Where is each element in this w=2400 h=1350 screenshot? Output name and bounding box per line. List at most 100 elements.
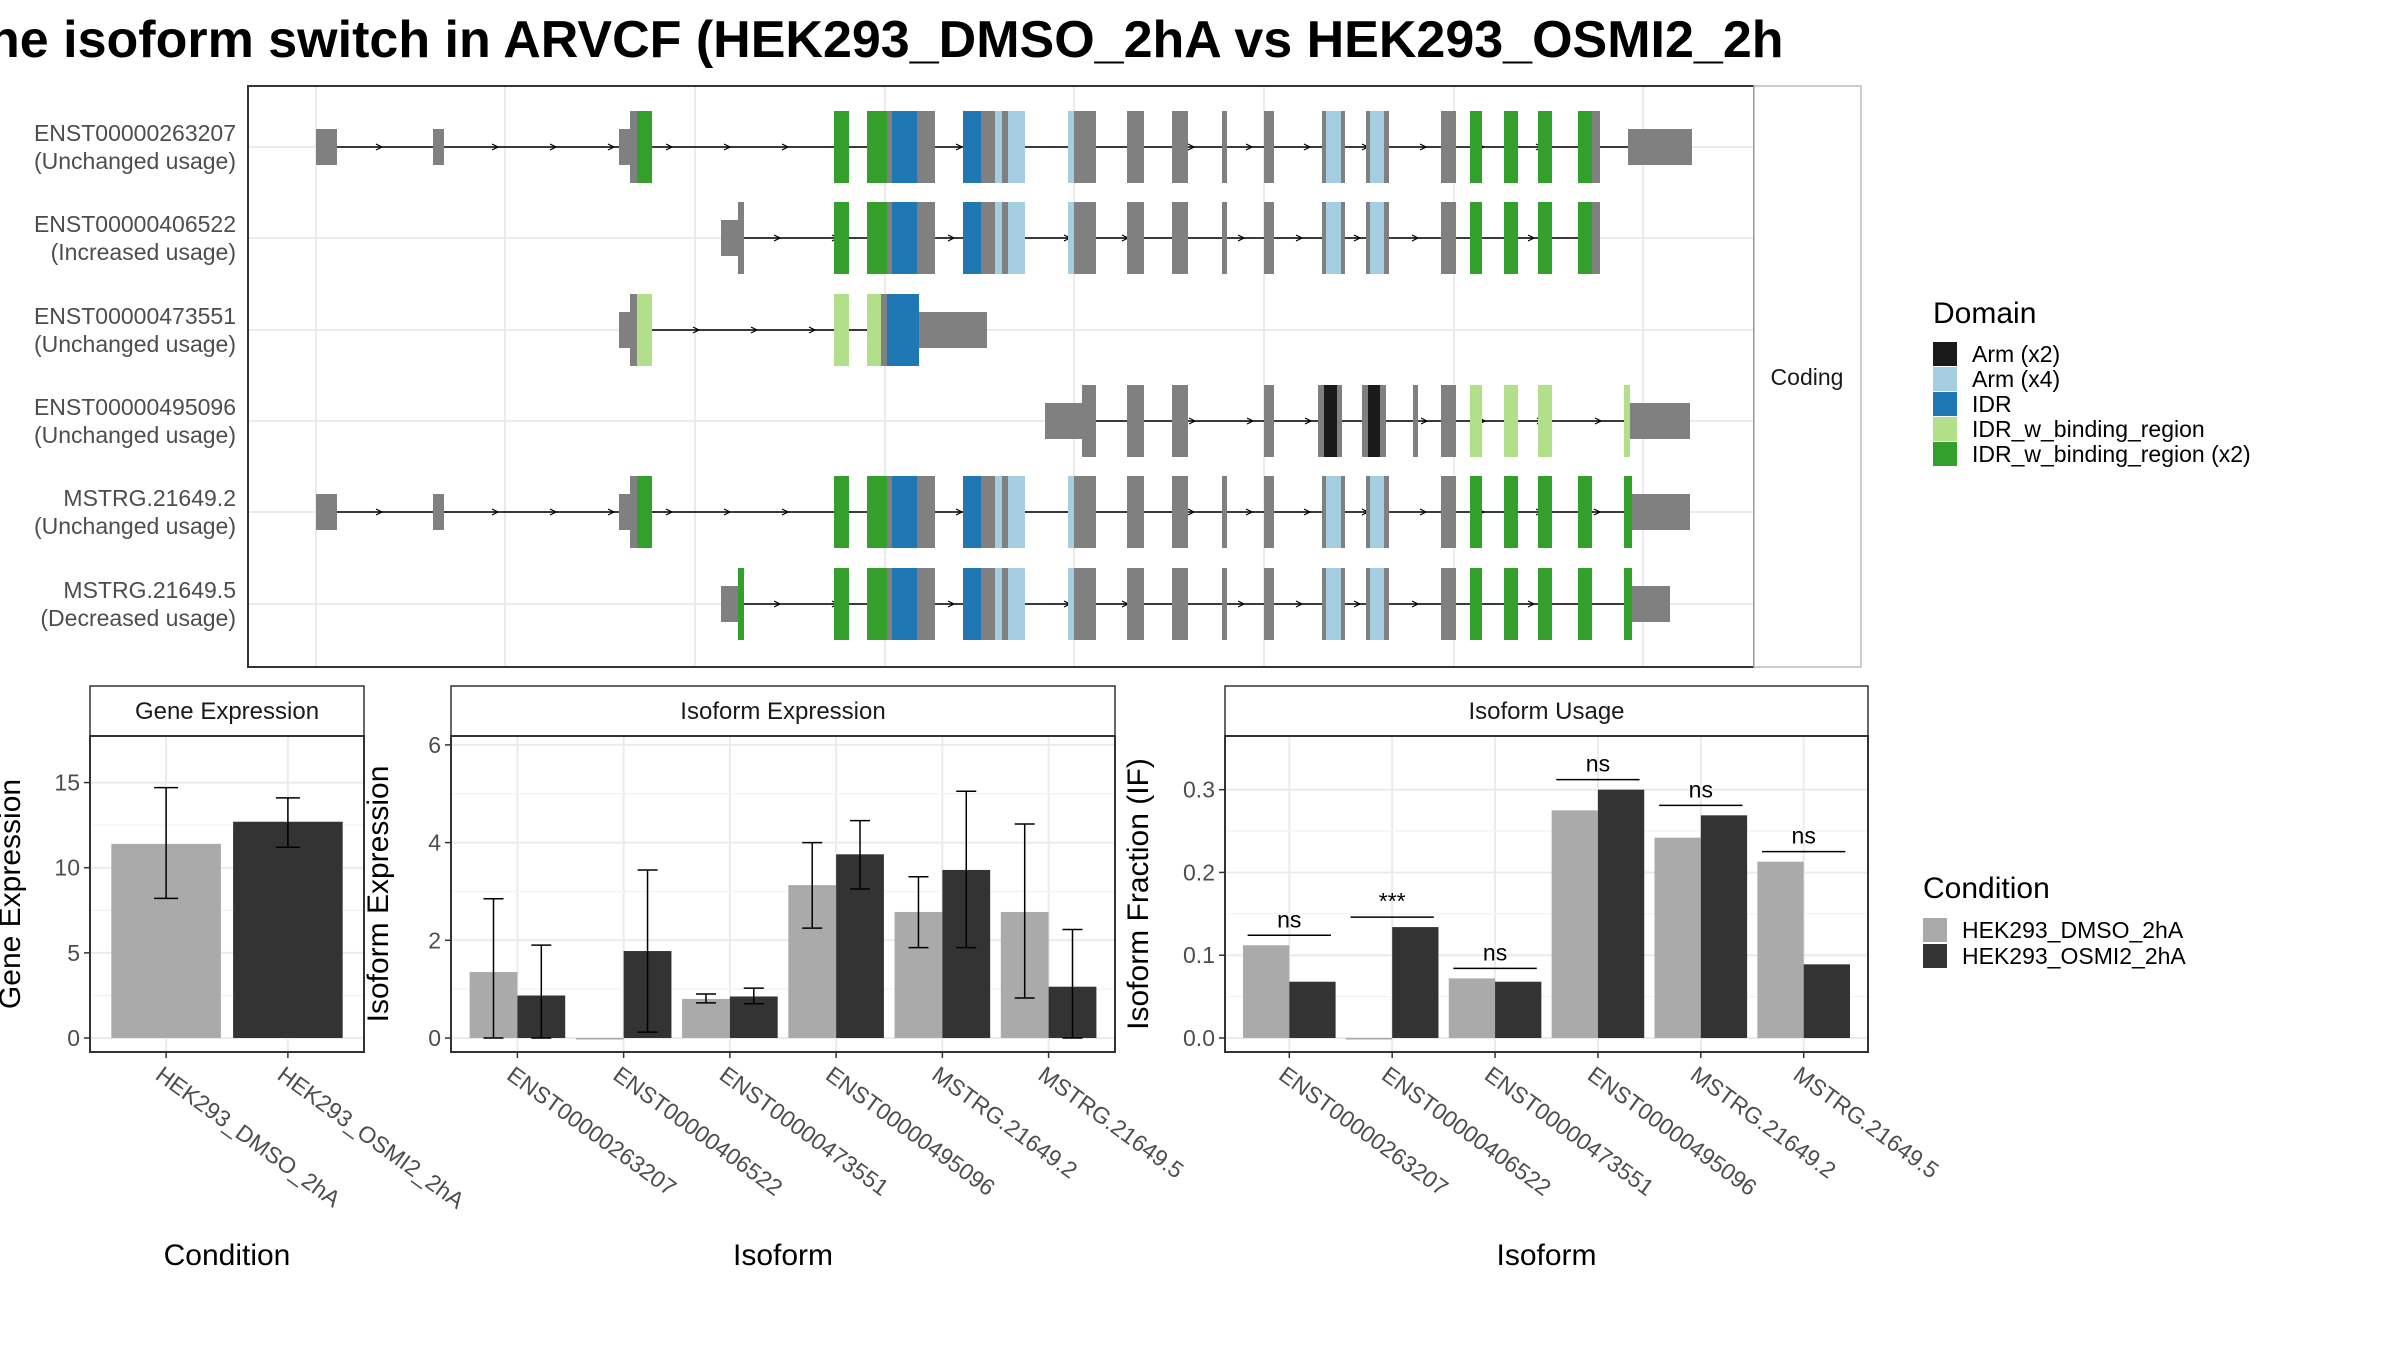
domain-legend-title: Domain [1933, 297, 2036, 330]
exon [1008, 568, 1025, 640]
exon [892, 568, 921, 640]
domain-legend-label: Arm (x2) [1972, 341, 2060, 367]
significance-label: ns [1483, 939, 1507, 965]
y-tick-label: 0 [428, 1025, 441, 1051]
plot-border [450, 735, 1116, 1053]
exon [721, 586, 738, 622]
exon [995, 111, 1002, 183]
direction-arrow [607, 143, 616, 151]
exon [1538, 568, 1552, 640]
direction-arrow [1420, 417, 1429, 425]
facet-strip-title: Isoform Usage [1468, 698, 1624, 725]
direction-arrow [1187, 508, 1196, 516]
direction-arrow [808, 326, 817, 334]
exon [1366, 111, 1370, 183]
exon [1341, 568, 1345, 640]
direction-arrow [1411, 600, 1420, 608]
exon [917, 568, 935, 640]
exon [1341, 202, 1345, 274]
y-axis-title: Isoform Expression [362, 766, 395, 1023]
exon [1470, 476, 1482, 548]
direction-arrow [750, 326, 759, 334]
bar [1597, 789, 1645, 1038]
transcript-row [721, 568, 1670, 640]
significance-label: ns [1689, 776, 1713, 802]
exon [1264, 568, 1274, 640]
exon [1322, 202, 1326, 274]
transcript-usage-label: (Unchanged usage) [34, 422, 236, 448]
direction-arrow [1419, 143, 1428, 151]
exon [637, 476, 652, 548]
direction-arrow [723, 143, 732, 151]
exon [1074, 476, 1096, 548]
condition-legend-label: HEK293_OSMI2_2hA [1962, 943, 2186, 969]
exon [619, 129, 630, 165]
exon [1172, 568, 1188, 640]
exon [892, 476, 921, 548]
direction-arrow [665, 143, 674, 151]
exon [981, 476, 995, 548]
exon [1578, 568, 1592, 640]
exon [1578, 111, 1592, 183]
exon [630, 476, 637, 548]
transcript-usage-label: (Unchanged usage) [34, 331, 236, 357]
transcript-usage-label: (Increased usage) [51, 239, 236, 265]
exon [867, 111, 887, 183]
significance-label: ns [1277, 906, 1301, 932]
exon [1002, 202, 1008, 274]
direction-arrow [781, 508, 790, 516]
exon [1470, 202, 1482, 274]
exon [1337, 385, 1342, 457]
direction-arrow [1594, 417, 1603, 425]
direction-arrow [947, 600, 956, 608]
y-tick-label: 6 [428, 732, 441, 758]
strip-coding [1753, 85, 1862, 668]
exon [834, 476, 849, 548]
exon [1592, 111, 1600, 183]
exon [1624, 385, 1630, 457]
domain-legend-label: Arm (x4) [1972, 366, 2060, 392]
exon [619, 312, 630, 348]
exon [887, 568, 892, 640]
exon [887, 294, 919, 366]
exon [1470, 385, 1482, 457]
plot-title: ne isoform switch in ARVCF (HEK293_DMSO_… [0, 11, 1784, 69]
exon [1362, 385, 1368, 457]
exon [1632, 586, 1670, 622]
exon [1008, 202, 1025, 274]
exon [1264, 476, 1274, 548]
direction-arrow [549, 143, 558, 151]
direction-arrow [375, 508, 384, 516]
exon [1441, 111, 1456, 183]
exon [1172, 111, 1188, 183]
bar [1392, 927, 1439, 1038]
exon [995, 476, 1002, 548]
direction-arrow [1237, 600, 1246, 608]
direction-arrow [1304, 417, 1313, 425]
exon [1538, 385, 1552, 457]
exon [1002, 568, 1008, 640]
exon [1441, 385, 1456, 457]
exon [1082, 385, 1096, 457]
exon [1470, 111, 1482, 183]
bar-panel: Gene Expression051015HEK293_DMSO_2hAHEK2… [0, 685, 470, 1272]
exon [1441, 568, 1456, 640]
domain-legend-key [1933, 367, 1957, 391]
condition-legend-key [1923, 918, 1947, 942]
exon [1578, 476, 1592, 548]
exon [887, 202, 892, 274]
exon [1074, 111, 1096, 183]
bar [1654, 837, 1701, 1038]
exon [1441, 476, 1456, 548]
direction-arrow [1237, 234, 1246, 242]
exon [917, 476, 935, 548]
bar [1345, 1038, 1393, 1040]
direction-arrow [955, 143, 964, 151]
exon [1504, 568, 1518, 640]
exon [1341, 111, 1345, 183]
exon [1628, 129, 1692, 165]
exon [1632, 494, 1690, 530]
exon [738, 202, 744, 274]
exon [316, 494, 337, 530]
exon [1322, 111, 1326, 183]
